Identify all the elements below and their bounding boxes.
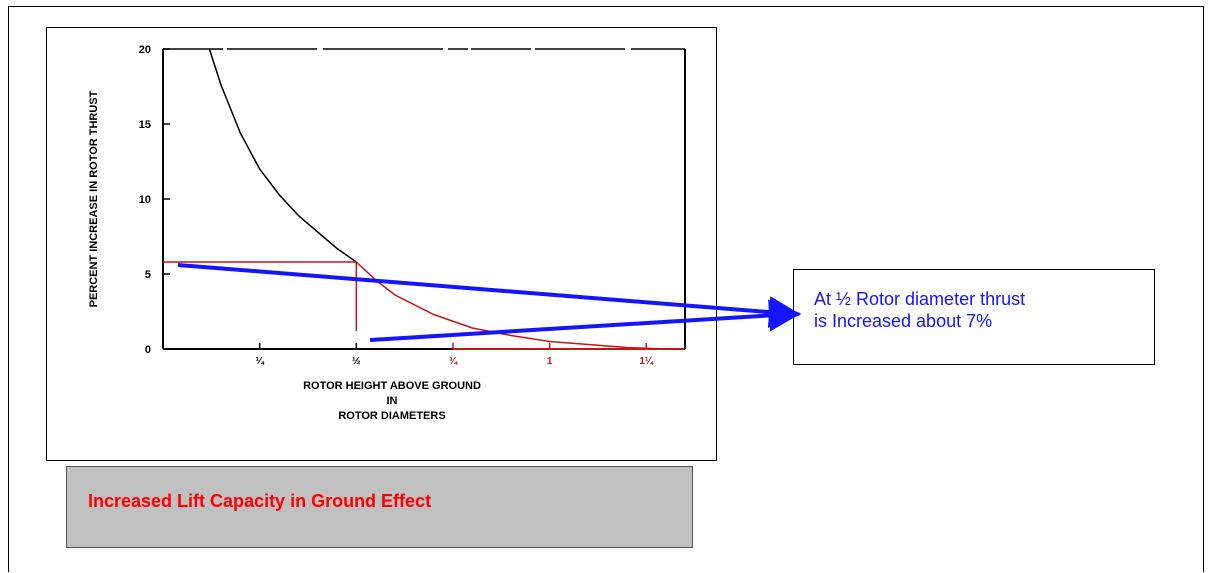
x-axis-label-line: ROTOR DIAMETERS	[338, 410, 445, 422]
x-tick-label: 1	[547, 356, 553, 367]
caption-text: Increased Lift Capacity in Ground Effect	[88, 491, 432, 511]
callout-box: At ½ Rotor diameter thrust is Increased …	[793, 269, 1155, 365]
x-tick-label: ¾	[449, 356, 458, 367]
page-frame	[8, 6, 1204, 572]
chart-frame: 0 5 10 15 20 ¼ ½ ¾ 1 1¼ PERCENT INCREASE IN ROTOR …	[46, 27, 717, 461]
x-tick-label: ¼	[255, 356, 264, 367]
callout-line-2: is Increased about 7%	[814, 311, 993, 331]
x-tick-label: ½	[352, 356, 360, 367]
x-axis-label-line: ROTOR HEIGHT ABOVE GROUND	[303, 380, 481, 392]
y-tick-label: 20	[139, 44, 151, 56]
curve-lower-segment	[355, 261, 666, 350]
x-tick-label: 1¼	[639, 356, 654, 367]
y-tick-label: 10	[139, 194, 151, 206]
y-tick-label: 5	[145, 269, 151, 281]
curve-upper-segment	[208, 48, 357, 263]
callout-line-1: At ½ Rotor diameter thrust	[814, 289, 1026, 309]
caption-box: Increased Lift Capacity in Ground Effect	[66, 466, 693, 548]
y-axis-label: PERCENT INCREASE IN ROTOR THRUST	[88, 90, 100, 307]
x-axis-label-line: IN	[387, 395, 398, 407]
y-tick-label: 0	[145, 344, 151, 356]
ground-effect-chart: 0 5 10 15 20 ¼ ½ ¾ 1 1¼ PERCENT INCREASE IN ROTOR …	[88, 44, 686, 422]
y-tick-label: 15	[139, 119, 151, 131]
